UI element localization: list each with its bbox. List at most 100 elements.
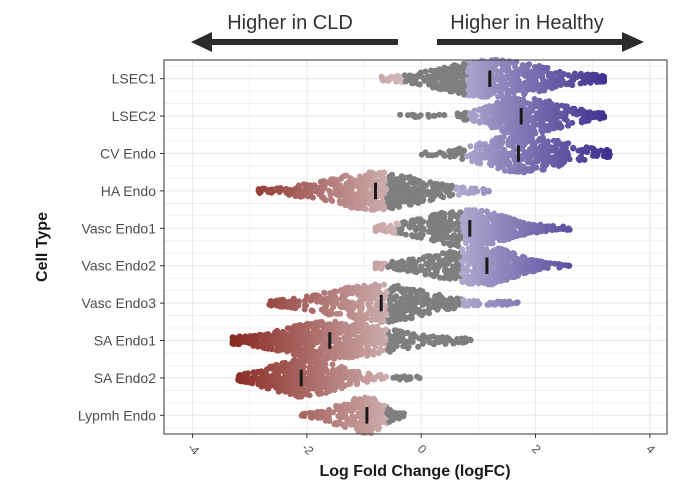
- data-point: [585, 77, 592, 84]
- data-point: [362, 206, 369, 212]
- data-point: [519, 164, 526, 171]
- data-point: [303, 181, 310, 188]
- data-point: [458, 270, 465, 277]
- data-point: [443, 271, 450, 278]
- data-point: [501, 115, 507, 122]
- data-point: [322, 309, 329, 316]
- data-point: [345, 288, 352, 295]
- data-point: [317, 185, 324, 192]
- data-point: [407, 178, 414, 185]
- data-point: [398, 174, 405, 181]
- data-point: [345, 381, 352, 388]
- data-point: [408, 315, 415, 322]
- data-point: [546, 110, 553, 117]
- data-point: [434, 213, 440, 220]
- data-point: [402, 198, 409, 205]
- data-point: [373, 302, 380, 309]
- data-point: [390, 343, 397, 350]
- data-point: [358, 192, 365, 199]
- data-point: [525, 165, 532, 172]
- data-point: [401, 219, 408, 225]
- data-point: [434, 336, 441, 342]
- direction-arrows: Higher in CLD Higher in Healthy: [191, 12, 644, 52]
- data-point: [355, 178, 362, 184]
- data-point: [418, 234, 424, 241]
- data-point: [469, 188, 476, 195]
- data-point: [512, 63, 518, 70]
- data-point: [470, 222, 477, 228]
- swarm-lsec2: [397, 94, 608, 138]
- data-point: [511, 89, 517, 96]
- data-point: [453, 79, 460, 86]
- data-point: [406, 72, 413, 79]
- data-point: [505, 104, 512, 111]
- data-point: [412, 180, 419, 187]
- data-point: [337, 351, 344, 358]
- data-point: [394, 75, 401, 82]
- data-point: [419, 302, 426, 308]
- data-point: [347, 308, 354, 315]
- data-point: [356, 185, 363, 192]
- data-point: [428, 67, 435, 74]
- data-point: [472, 261, 479, 268]
- data-point: [327, 191, 334, 198]
- data-point: [394, 182, 400, 189]
- data-point: [323, 295, 330, 302]
- data-point: [517, 230, 524, 237]
- data-point: [460, 148, 467, 155]
- data-point: [327, 196, 334, 203]
- data-point: [340, 184, 347, 191]
- data-point: [280, 360, 287, 367]
- data-point: [333, 178, 340, 185]
- data-point: [544, 126, 551, 133]
- data-point: [375, 289, 382, 296]
- arrow-right-head: [622, 32, 644, 52]
- data-point: [477, 85, 484, 91]
- data-point: [273, 347, 280, 353]
- data-point: [515, 68, 522, 75]
- data-point: [398, 287, 404, 294]
- data-point: [326, 386, 333, 393]
- data-point: [489, 236, 496, 243]
- data-point: [497, 154, 504, 161]
- data-point: [571, 105, 578, 112]
- data-point: [506, 121, 513, 128]
- data-point: [353, 192, 360, 199]
- data-point: [312, 358, 319, 365]
- data-point: [361, 284, 368, 291]
- data-point: [442, 230, 449, 237]
- data-point: [236, 333, 243, 340]
- data-point: [540, 142, 547, 149]
- data-point: [548, 120, 555, 127]
- data-point: [347, 183, 354, 189]
- data-point: [494, 68, 501, 75]
- data-point: [495, 245, 502, 252]
- data-point: [272, 329, 279, 336]
- data-point: [424, 191, 431, 198]
- data-point: [512, 124, 519, 131]
- data-point: [491, 111, 498, 117]
- data-point: [267, 378, 274, 384]
- data-point: [396, 331, 403, 338]
- data-point: [383, 373, 389, 380]
- data-point: [444, 75, 451, 81]
- data-point: [538, 228, 545, 235]
- data-point: [515, 272, 521, 279]
- data-point: [486, 148, 493, 155]
- data-point: [450, 340, 457, 347]
- data-point: [323, 352, 330, 359]
- data-point: [535, 261, 542, 268]
- data-point: [523, 80, 529, 87]
- data-point: [462, 338, 468, 345]
- data-point: [469, 158, 476, 165]
- data-point: [416, 310, 423, 317]
- data-point: [381, 203, 388, 210]
- data-point: [520, 253, 526, 260]
- data-point: [474, 144, 481, 151]
- data-point: [584, 149, 591, 156]
- data-point: [295, 302, 302, 309]
- data-point: [369, 340, 375, 347]
- data-point: [453, 257, 460, 264]
- data-point: [342, 196, 349, 203]
- data-point: [233, 338, 240, 345]
